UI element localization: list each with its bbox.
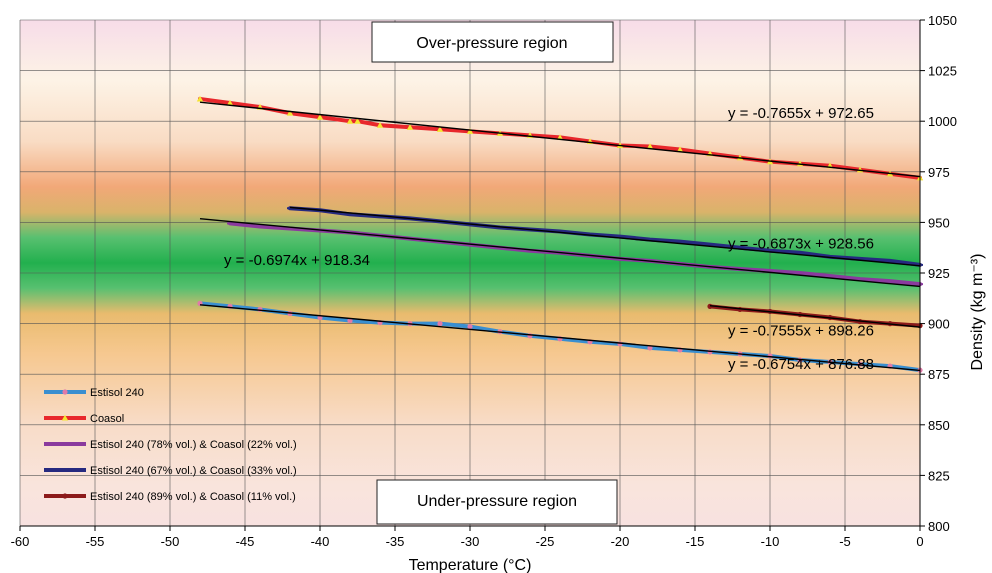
- y-tick-label-10: 1050: [928, 13, 957, 28]
- series-1-point-6: [354, 118, 361, 124]
- trendline-0: [199, 304, 921, 372]
- series-1-point-3: [286, 109, 294, 116]
- legend-marker-0: [62, 389, 68, 395]
- legend-label-2: Estisol 240 (78% vol.) & Coasol (22% vol…: [90, 439, 297, 451]
- y-tick-label-4: 900: [928, 317, 950, 332]
- x-tick-label-3: -45: [236, 534, 255, 549]
- series-3: [287, 206, 923, 267]
- fit-equation-4: y = -0.7555x + 898.26: [728, 323, 874, 340]
- y-tick-label-0: 800: [928, 519, 950, 534]
- x-tick-label-5: -35: [386, 534, 405, 549]
- series-0: [197, 300, 923, 373]
- x-tick-label-7: -25: [536, 534, 555, 549]
- x-tick-label-6: -30: [461, 534, 480, 549]
- legend-marker-1: [61, 414, 69, 421]
- y-tick-label-5: 925: [928, 266, 950, 281]
- series-1-point-5: [346, 118, 354, 124]
- series-1-point-8: [406, 124, 414, 130]
- legend-label-0: Estisol 240: [90, 387, 144, 399]
- x-tick-label-4: -40: [311, 534, 330, 549]
- series-1-point-4: [316, 113, 324, 120]
- series-1-point-7: [376, 122, 384, 128]
- series-0-point-11: [527, 333, 533, 339]
- legend-entry-2: Estisol 240 (78% vol.) & Coasol (22% vol…: [44, 439, 297, 451]
- x-tick-label-1: -55: [86, 534, 105, 549]
- legend-entry-1: Coasol: [44, 413, 124, 425]
- legend-entry-0: Estisol 240: [44, 387, 144, 399]
- series-1-point-16: [646, 143, 654, 150]
- legend-entry-3: Estisol 240 (67% vol.) & Coasol (33% vol…: [44, 465, 297, 477]
- y-tick-label-2: 850: [928, 418, 950, 433]
- series-4: [707, 303, 923, 329]
- fit-equation-3: y = -0.6873x + 928.56: [728, 236, 874, 253]
- series-1-point-10: [466, 128, 474, 134]
- y-tick-label-7: 975: [928, 165, 950, 180]
- over-pressure-box: [371, 21, 614, 63]
- y-tick-label-3: 875: [928, 367, 950, 382]
- y-tick-label-8: 1000: [928, 114, 957, 129]
- legend-label-1: Coasol: [90, 413, 124, 425]
- series-1-point-9: [436, 126, 444, 132]
- fit-equations: y = -0.6754x + 876.88 y = -0.7655x + 972.…: [224, 105, 874, 373]
- fit-equation-1: y = -0.7655x + 972.65: [728, 105, 874, 122]
- y-axis-title: Density (kg m⁻³): [969, 254, 986, 371]
- legend-entry-4: Estisol 240 (89% vol.) & Coasol (11% vol…: [44, 491, 296, 503]
- series-1-point-1: [226, 99, 234, 106]
- x-tick-label-8: -20: [611, 534, 630, 549]
- x-tick-label-9: -15: [686, 534, 705, 549]
- series-0-point-8: [437, 321, 443, 327]
- fit-equation-2: y = -0.6974x + 918.34: [224, 252, 370, 269]
- series-0-point-9: [467, 324, 473, 330]
- x-axis-title: Temperature (°C): [409, 557, 532, 573]
- legend: Estisol 240 Coasol Estisol 240 (78% vol.) …: [44, 387, 297, 503]
- series-2: [199, 218, 923, 288]
- x-tick-label-11: -5: [839, 534, 851, 549]
- x-tick-label-2: -50: [161, 534, 180, 549]
- series-1-point-0: [196, 95, 204, 102]
- y-tick-label-6: 950: [928, 215, 950, 230]
- y-tick-label-9: 1025: [928, 64, 957, 79]
- series: [196, 95, 924, 373]
- under-pressure-box: [376, 479, 618, 525]
- trendline-3: [289, 206, 921, 267]
- under-pressure-label: Under-pressure region: [417, 493, 577, 510]
- over-pressure-label: Over-pressure region: [416, 35, 567, 52]
- legend-label-3: Estisol 240 (67% vol.) & Coasol (33% vol…: [90, 465, 297, 477]
- trendline-2: [199, 218, 921, 288]
- pressure-regions: Over-pressure region Under-pressure regi…: [371, 21, 618, 525]
- series-1: [196, 95, 924, 181]
- x-tick-label-12: 0: [916, 534, 923, 549]
- trendline-4: [709, 305, 921, 328]
- y-tick-label-1: 825: [928, 468, 950, 483]
- fit-equation-0: y = -0.6754x + 876.88: [728, 356, 874, 373]
- x-tick-label-0: -60: [11, 534, 30, 549]
- series-1-point-17: [676, 146, 684, 153]
- x-tick-label-10: -10: [761, 534, 780, 549]
- legend-marker-4: [62, 493, 68, 499]
- trendline-1: [199, 101, 921, 178]
- legend-label-4: Estisol 240 (89% vol.) & Coasol (11% vol…: [90, 491, 296, 503]
- axes: -60 -55 -50 -45 -40 -35 -30 -25 -20 -15 -10 -5 08008…: [11, 13, 957, 549]
